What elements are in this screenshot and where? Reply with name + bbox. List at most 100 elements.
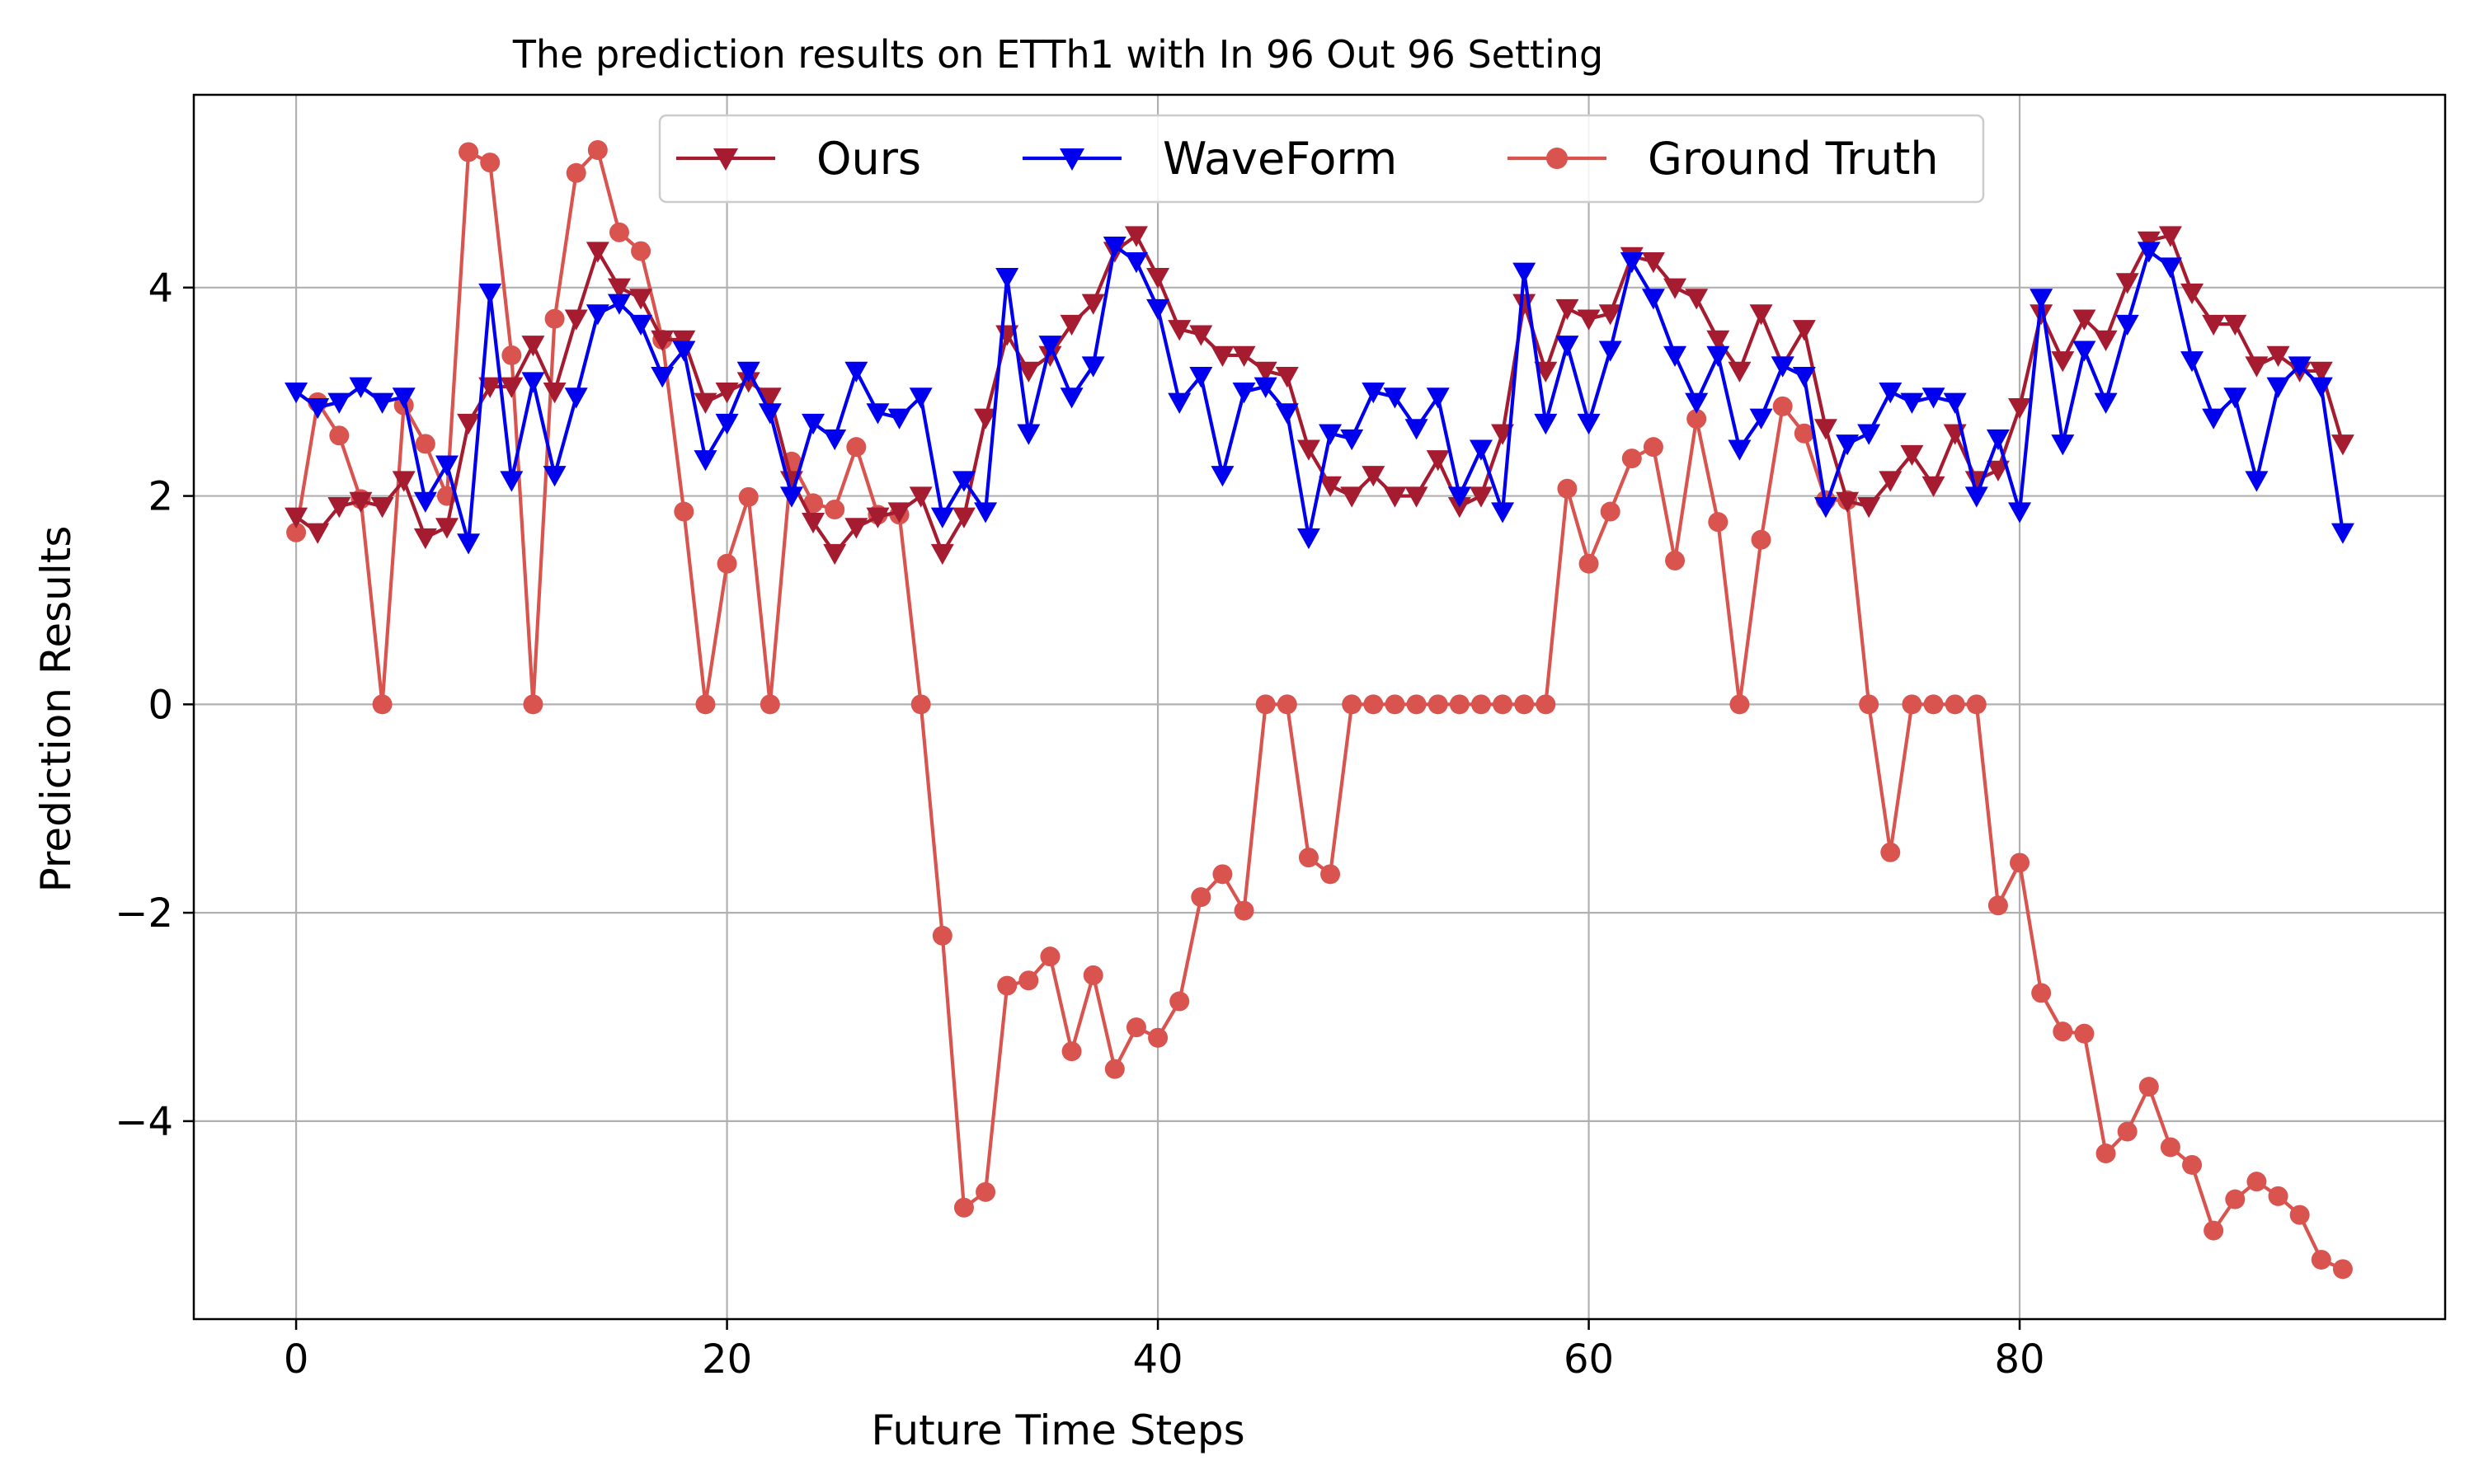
data-point-waveform — [2202, 408, 2226, 430]
data-point-ground-truth — [1040, 946, 1061, 967]
y-tick-label: 4 — [148, 265, 173, 312]
data-point-waveform — [1555, 336, 1579, 357]
data-point-ground-truth — [2225, 1189, 2246, 1209]
data-point-ground-truth — [1363, 694, 1384, 715]
data-point-waveform — [736, 361, 760, 383]
data-point-ours — [2180, 283, 2204, 305]
y-axis-label: Prediction Results — [32, 526, 80, 893]
data-point-waveform — [2331, 523, 2354, 544]
legend-box — [658, 114, 1985, 204]
data-point-ours — [1857, 497, 1881, 519]
data-point-ours — [1900, 444, 1924, 467]
data-point-ours — [651, 330, 675, 351]
data-point-waveform — [1253, 377, 1277, 398]
legend-swatch-marker — [713, 148, 738, 171]
data-point-ground-truth — [2289, 1205, 2310, 1225]
data-point-ours — [1577, 309, 1601, 331]
data-point-waveform — [285, 382, 308, 404]
data-point-ours — [2245, 356, 2269, 378]
data-point-waveform — [974, 502, 998, 524]
data-point-waveform — [1921, 387, 1945, 409]
legend-item-ground-truth: Ground Truth — [1507, 133, 1939, 185]
data-point-ground-truth — [1536, 694, 1556, 715]
series-waveform — [285, 237, 2354, 555]
data-point-ours — [1211, 345, 1235, 367]
data-point-ground-truth — [501, 345, 522, 365]
data-point-ours — [435, 518, 459, 539]
data-point-waveform — [1598, 340, 1622, 362]
data-point-waveform — [2288, 356, 2312, 378]
data-point-ours — [521, 336, 545, 357]
data-point-ours — [1081, 294, 1105, 315]
data-point-ground-truth — [1902, 694, 1922, 715]
data-point-waveform — [1319, 424, 1343, 445]
data-point-ground-truth — [2204, 1220, 2224, 1241]
data-point-waveform — [1340, 429, 1364, 451]
data-point-waveform — [1620, 252, 1644, 274]
data-point-waveform — [2115, 314, 2139, 336]
x-axis-label: Future Time Steps — [871, 1407, 1244, 1454]
data-point-ours — [887, 502, 911, 524]
data-point-waveform — [909, 387, 933, 409]
data-point-ground-truth — [2031, 983, 2052, 1003]
x-tick-label: 80 — [1995, 1336, 2045, 1383]
data-point-waveform — [500, 471, 524, 492]
data-point-ground-truth — [1212, 864, 1233, 885]
data-point-ground-truth — [1708, 512, 1729, 533]
data-point-ours — [1319, 476, 1343, 497]
data-point-waveform — [2094, 392, 2118, 414]
data-point-ours — [694, 392, 717, 414]
data-point-ours — [457, 413, 481, 435]
data-point-ours — [1813, 419, 1837, 440]
data-point-ground-truth — [2246, 1172, 2267, 1192]
data-point-waveform — [1168, 392, 1192, 414]
data-point-ours — [974, 408, 998, 430]
data-point-waveform — [1275, 403, 1299, 425]
data-point-ours — [285, 507, 308, 528]
data-point-ground-truth — [1578, 553, 1599, 574]
data-point-ground-truth — [1557, 478, 1578, 499]
data-point-waveform — [1017, 424, 1041, 445]
data-point-ours — [586, 242, 609, 263]
data-point-ground-truth — [1320, 864, 1341, 885]
data-point-waveform — [779, 486, 803, 508]
data-point-waveform — [1771, 356, 1794, 378]
data-point-ours — [2137, 231, 2161, 252]
chart-title: The prediction results on ETTh1 with In … — [512, 32, 1603, 77]
data-point-ours — [1426, 450, 1450, 472]
data-point-ours — [1663, 278, 1687, 299]
data-point-waveform — [370, 392, 394, 414]
data-point-ground-truth — [566, 162, 586, 183]
data-point-ours — [543, 382, 567, 404]
data-point-ground-truth — [2117, 1121, 2138, 1142]
data-point-ours — [1296, 439, 1320, 461]
data-point-ground-truth — [760, 694, 780, 715]
data-point-ground-truth — [1643, 437, 1663, 458]
data-point-ground-truth — [587, 139, 608, 160]
data-point-ground-truth — [1018, 970, 1039, 991]
y-tick-label: 2 — [148, 474, 173, 520]
data-point-waveform — [1836, 434, 1860, 456]
data-point-waveform — [1124, 252, 1148, 274]
data-point-ours — [1555, 298, 1579, 321]
data-point-ground-truth — [2268, 1186, 2288, 1206]
data-point-ground-truth — [1104, 1059, 1125, 1079]
data-point-ground-truth — [953, 1197, 974, 1218]
data-point-ours — [306, 523, 330, 544]
data-point-ours — [1168, 320, 1192, 341]
data-point-waveform — [1964, 486, 1988, 508]
data-point-ours — [715, 382, 739, 404]
data-point-ground-truth — [1277, 694, 1297, 715]
data-point-ours — [349, 491, 373, 513]
data-point-ground-truth — [1234, 900, 1254, 921]
data-point-waveform — [1792, 367, 1816, 388]
data-point-waveform — [1103, 237, 1126, 258]
data-point-ground-truth — [2332, 1259, 2353, 1280]
data-point-ours — [1060, 314, 1084, 336]
data-point-ground-truth — [1665, 550, 1686, 571]
data-point-waveform — [1383, 387, 1407, 409]
data-point-ground-truth — [1751, 529, 1771, 550]
data-point-ground-truth — [1987, 895, 2008, 916]
legend-item-waveform: WaveForm — [1023, 133, 1397, 185]
